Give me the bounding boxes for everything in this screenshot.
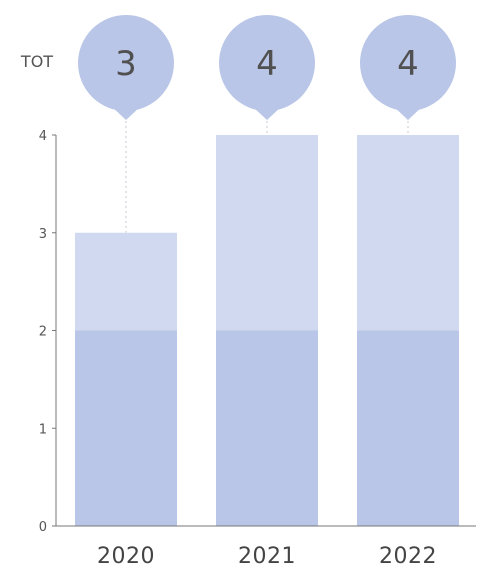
x-tick-label: 2022 [379,544,437,569]
bar-segment-bottom [216,330,318,526]
total-row-label: TOT [20,52,53,71]
y-tick-label: 0 [39,520,47,535]
total-value-label: 3 [115,44,137,84]
y-tick-label: 1 [39,422,47,437]
bar-segment-top [75,232,177,331]
bar-segment-bottom [357,330,459,526]
bar-segment-top [357,135,459,331]
x-tick-label: 2020 [97,544,155,569]
y-tick-label: 2 [39,325,47,340]
bar-segment-top [216,135,318,331]
total-bubble [219,15,315,111]
total-value-label: 4 [397,44,419,84]
bar-segment-bottom [75,330,177,526]
y-tick-label: 3 [39,227,47,242]
total-bubble [360,15,456,111]
total-value-label: 4 [256,44,278,84]
y-tick-label: 4 [39,129,47,144]
total-bubble [78,15,174,111]
x-tick-label: 2021 [238,544,296,569]
